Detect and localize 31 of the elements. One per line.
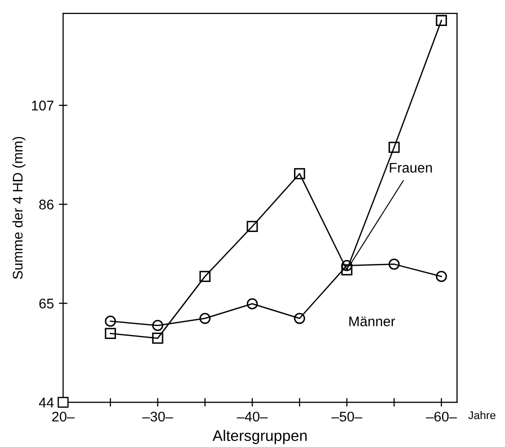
x-tick-label: 20–	[52, 412, 75, 422]
x-tick-label: –60–	[426, 412, 457, 422]
x-tick-label: –50–	[331, 412, 362, 422]
series-label: Frauen	[390, 162, 432, 173]
point	[341, 264, 352, 276]
y-tick-label: 44	[38, 398, 54, 408]
y-tick-label: 107	[32, 100, 54, 110]
point	[436, 270, 447, 282]
x-tick-label: –30–	[142, 412, 174, 422]
point	[388, 142, 400, 153]
point	[152, 332, 164, 344]
point	[436, 14, 447, 26]
text: Jahre	[468, 411, 496, 420]
y-tick-label: 65	[39, 298, 54, 308]
y-axis-title: Summe der 4 HD (mm)	[12, 136, 26, 279]
point	[246, 298, 258, 310]
y-tick-label: 86	[39, 200, 54, 210]
x-axis-title: Altersgruppen	[212, 430, 307, 444]
text: Männer	[349, 316, 396, 326]
point	[199, 312, 211, 324]
point	[246, 220, 258, 232]
point	[58, 396, 69, 408]
point	[152, 320, 164, 332]
point	[104, 316, 116, 327]
point	[294, 168, 306, 180]
point	[294, 312, 306, 324]
point	[341, 260, 352, 272]
point	[199, 270, 211, 282]
point	[104, 328, 116, 340]
point	[388, 258, 400, 270]
x-tick-label: –40–	[236, 412, 268, 422]
